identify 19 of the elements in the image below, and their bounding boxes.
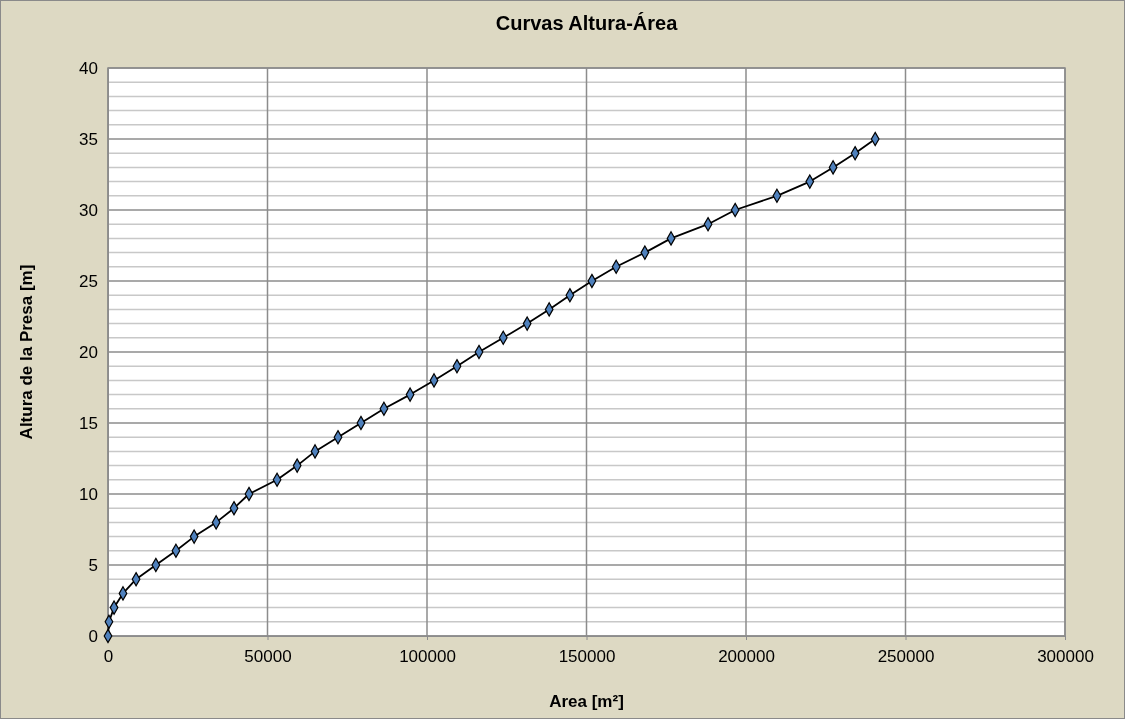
y-tick-label: 15 <box>79 413 98 433</box>
x-tick-label: 50000 <box>244 647 292 667</box>
x-tick-label: 0 <box>103 647 114 667</box>
x-axis-title: Area [m²] <box>549 692 624 711</box>
y-tick-label: 25 <box>79 271 98 291</box>
x-tick-label: 300000 <box>1037 647 1094 667</box>
y-tick-label: 30 <box>79 200 98 220</box>
x-tick-label: 200000 <box>718 647 775 667</box>
chart-title: Curvas Altura-Área <box>495 12 679 34</box>
y-tick-label: 5 <box>88 555 98 575</box>
y-axis-title: Altura de la Presa [m] <box>17 264 36 440</box>
x-tick-label: 100000 <box>399 647 456 667</box>
y-tick-label: 40 <box>79 58 98 78</box>
y-tick-label: 0 <box>88 626 98 646</box>
y-tick-label: 20 <box>79 342 98 362</box>
y-tick-label: 10 <box>79 484 98 504</box>
x-tick-label: 250000 <box>877 647 935 667</box>
x-tick-label: 150000 <box>558 647 616 667</box>
y-tick-label: 35 <box>79 129 98 149</box>
